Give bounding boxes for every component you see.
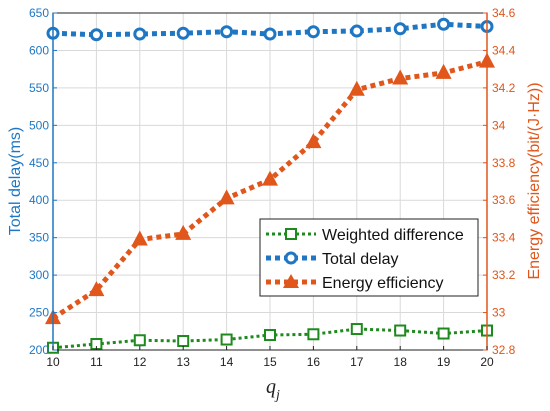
- y-left-axis-title: Total delay(ms): [7, 127, 24, 235]
- point-weighted-difference: [350, 323, 363, 336]
- point-total-delay: [437, 17, 451, 31]
- point-weighted-difference: [264, 329, 276, 342]
- y-left-tick-label: 400: [29, 193, 49, 207]
- x-tick-label: 19: [437, 355, 451, 369]
- point-total-delay: [306, 25, 320, 39]
- y-left-tick-label: 350: [29, 231, 49, 245]
- point-energy-efficiency: [262, 170, 278, 186]
- point-weighted-difference: [394, 324, 407, 337]
- x-axis-title-main: q: [266, 376, 276, 398]
- point-energy-efficiency: [175, 224, 192, 240]
- point-energy-efficiency: [435, 63, 452, 79]
- point-weighted-difference: [307, 328, 320, 341]
- legend-label-weighted-difference: Weighted difference: [322, 227, 464, 244]
- x-axis-title-sub: j: [274, 388, 280, 403]
- legend-label-energy-efficiency: Energy efficiency: [322, 275, 444, 292]
- legend: Weighted difference Total delay Energy e…: [259, 218, 479, 297]
- x-tick-label: 16: [307, 355, 321, 369]
- point-energy-efficiency: [305, 133, 322, 149]
- y-right-tick-label: 32.8: [492, 343, 516, 357]
- point-total-delay: [350, 24, 364, 38]
- ticks: 10 11 12 13 14 15 16 17 18 19 20 200 250 300 350 400 450…: [29, 6, 516, 369]
- legend-marker-circle-icon: [284, 251, 298, 265]
- y-right-tick-label: 33.4: [492, 231, 516, 245]
- y-right-tick-label: 34.2: [492, 81, 516, 95]
- y-right-axis-title: Energy efficiency(bit/(J·Hz)): [526, 82, 543, 279]
- y-left-tick-label: 650: [29, 6, 49, 20]
- point-total-delay: [89, 28, 103, 42]
- y-right-tick-label: 33.2: [492, 268, 516, 282]
- point-energy-efficiency: [348, 80, 365, 96]
- x-tick-label: 20: [480, 355, 494, 369]
- point-total-delay: [220, 25, 234, 39]
- y-left-tick-label: 250: [29, 306, 49, 320]
- point-energy-efficiency: [218, 189, 235, 205]
- x-tick-label: 14: [220, 355, 234, 369]
- point-total-delay: [393, 22, 407, 36]
- point-weighted-difference: [133, 334, 146, 347]
- point-energy-efficiency: [131, 230, 148, 246]
- x-tick-label: 17: [350, 355, 364, 369]
- point-energy-efficiency: [88, 281, 105, 297]
- x-tick-label: 10: [46, 355, 60, 369]
- x-tick-label: 11: [90, 355, 103, 369]
- y-right-tick-label: 33.8: [492, 156, 516, 170]
- y-right-tick-label: 34.6: [492, 6, 516, 20]
- point-total-delay: [133, 27, 147, 41]
- x-tick-label: 12: [133, 355, 147, 369]
- y-right-tick-label: 33: [492, 306, 506, 320]
- x-tick-label: 13: [177, 355, 191, 369]
- y-left-tick-label: 300: [29, 268, 49, 282]
- point-weighted-difference: [437, 327, 450, 340]
- point-weighted-difference: [220, 333, 233, 346]
- point-total-delay: [176, 26, 190, 40]
- y-left-tick-label: 600: [29, 43, 49, 57]
- x-axis-title: qj: [266, 376, 280, 403]
- legend-label-total-delay: Total delay: [322, 251, 399, 268]
- y-left-tick-label: 200: [29, 343, 49, 357]
- y-left-tick-label: 450: [29, 156, 49, 170]
- y-right-tick-label: 34.4: [492, 43, 516, 57]
- point-total-delay: [263, 27, 277, 41]
- legend-marker-square-icon: [285, 228, 297, 240]
- point-energy-efficiency: [392, 69, 409, 85]
- y-right-tick-label: 33.6: [492, 193, 516, 207]
- point-weighted-difference: [177, 335, 190, 348]
- y-right-tick-label: 34: [492, 118, 506, 132]
- x-tick-label: 18: [394, 355, 408, 369]
- y-left-tick-label: 500: [29, 118, 49, 132]
- legend-marker-triangle-icon: [283, 274, 299, 288]
- y-left-tick-label: 550: [29, 81, 49, 95]
- x-tick-label: 15: [263, 355, 277, 369]
